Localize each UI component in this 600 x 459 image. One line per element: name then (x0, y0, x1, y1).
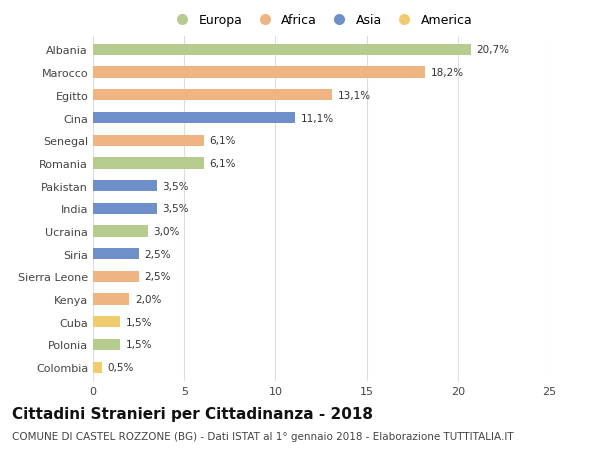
Text: 2,0%: 2,0% (135, 294, 161, 304)
Text: 1,5%: 1,5% (126, 340, 152, 350)
Text: 6,1%: 6,1% (210, 136, 236, 146)
Bar (93, 362, 102, 373)
Text: 20,7%: 20,7% (476, 45, 509, 55)
Text: 6,1%: 6,1% (210, 158, 236, 168)
Text: 3,5%: 3,5% (163, 204, 189, 214)
Bar (93, 316, 121, 328)
Bar (93, 294, 130, 305)
Text: 2,5%: 2,5% (144, 249, 170, 259)
Text: 2,5%: 2,5% (144, 272, 170, 282)
Bar (93, 339, 121, 350)
Bar (93, 180, 157, 192)
Text: 11,1%: 11,1% (301, 113, 334, 123)
Text: Cittadini Stranieri per Cittadinanza - 2018: Cittadini Stranieri per Cittadinanza - 2… (12, 406, 373, 421)
Text: 3,5%: 3,5% (163, 181, 189, 191)
Bar (93, 112, 295, 124)
Bar (93, 203, 157, 214)
Bar (93, 135, 204, 146)
Text: 3,0%: 3,0% (153, 226, 179, 236)
Bar (93, 158, 204, 169)
Text: 0,5%: 0,5% (107, 363, 134, 372)
Text: 1,5%: 1,5% (126, 317, 152, 327)
Text: 13,1%: 13,1% (337, 90, 371, 101)
Bar (93, 248, 139, 260)
Bar (93, 67, 425, 78)
Bar (93, 45, 470, 56)
Text: 18,2%: 18,2% (430, 68, 464, 78)
Text: COMUNE DI CASTEL ROZZONE (BG) - Dati ISTAT al 1° gennaio 2018 - Elaborazione TUT: COMUNE DI CASTEL ROZZONE (BG) - Dati IST… (12, 431, 514, 442)
Bar (93, 226, 148, 237)
Legend: Europa, Africa, Asia, America: Europa, Africa, Asia, America (170, 14, 472, 27)
Bar (93, 271, 139, 282)
Bar (93, 90, 332, 101)
